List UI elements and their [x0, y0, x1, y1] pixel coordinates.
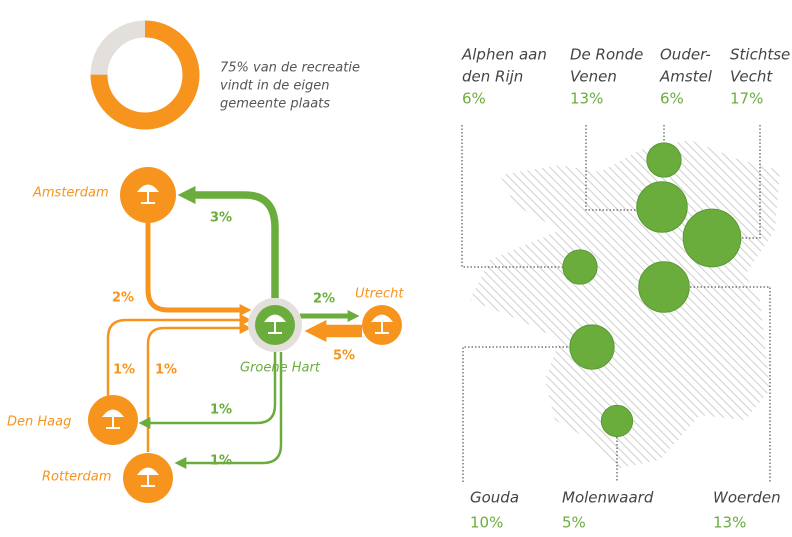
flow-label: 1%	[210, 403, 232, 418]
bubble	[569, 324, 615, 370]
municipality-name: Woerden	[713, 489, 781, 507]
node-label: Rotterdam	[42, 470, 111, 485]
flow-label: 1%	[113, 363, 135, 378]
node-label: Amsterdam	[32, 186, 109, 201]
bubble	[600, 404, 634, 438]
municipality-share: 5%	[562, 514, 586, 532]
flow-label: 1%	[210, 454, 232, 469]
municipality-name: Gouda	[470, 489, 519, 507]
bubble	[636, 181, 688, 233]
caption: 75% van de recreatie	[220, 61, 360, 76]
municipality-name: den Rijn	[462, 68, 523, 86]
municipality-share: 6%	[462, 90, 486, 108]
flow-label: 2%	[112, 291, 134, 306]
node-label: Den Haag	[7, 415, 71, 430]
flow-arrow	[177, 186, 279, 298]
node-label: Groene Hart	[240, 361, 321, 376]
node-label: Utrecht	[355, 287, 404, 302]
municipality-name: Venen	[570, 68, 617, 86]
municipality-name: Vecht	[730, 68, 773, 86]
bubble	[562, 249, 598, 285]
municipality-share: 6%	[660, 90, 684, 108]
municipality-name: Ouder-	[660, 46, 711, 64]
flow-arrow	[174, 352, 283, 469]
flow-arrow	[146, 322, 252, 452]
flow-arrow	[145, 222, 252, 316]
bubble	[682, 208, 742, 268]
municipality-share: 13%	[713, 514, 746, 532]
flow-label: 1%	[155, 363, 177, 378]
municipality-name: Alphen aan	[461, 46, 547, 64]
flow-arrow	[106, 314, 252, 396]
municipality-share: 17%	[730, 90, 763, 108]
donut-arc	[90, 20, 200, 130]
municipality-name: De Ronde	[570, 46, 643, 64]
municipality-name: Molenwaard	[562, 489, 654, 507]
municipality-share: 10%	[470, 514, 503, 532]
flow-label: 3%	[210, 211, 232, 226]
municipality-share: 13%	[570, 90, 603, 108]
caption: gemeente plaats	[220, 97, 330, 112]
municipality-name: Stichtse	[730, 46, 790, 64]
flow-arrow	[138, 352, 277, 429]
flow-label: 5%	[333, 349, 355, 364]
bubble	[638, 261, 690, 313]
caption: vindt in de eigen	[220, 79, 330, 94]
municipality-name: Amstel	[659, 68, 713, 86]
flow-label: 2%	[313, 292, 335, 307]
bubble	[646, 142, 682, 178]
